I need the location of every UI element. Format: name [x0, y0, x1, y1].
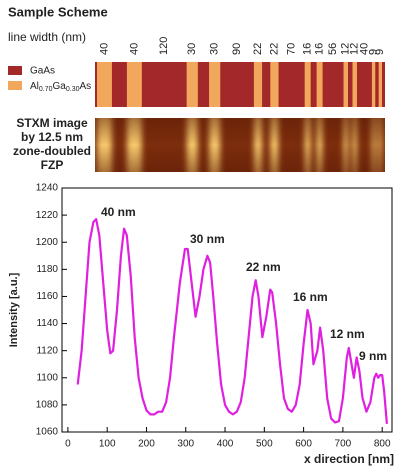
scheme-stripe [254, 62, 262, 107]
scheme-stripe [97, 62, 112, 107]
line-width-value: 16 [302, 43, 314, 55]
figure: Sample Scheme line width (nm) 40 40 120 30 3… [0, 0, 396, 468]
scheme-stripe [270, 62, 278, 107]
caption-line: zone-doubled [13, 144, 91, 158]
caption-line: by 12.5 nm [21, 130, 83, 144]
scheme-stripe [127, 62, 142, 107]
annotation: 16 nm [293, 290, 328, 304]
x-tick-label: 500 [256, 439, 273, 450]
line-width-value: 9 [374, 49, 386, 55]
line-width-value: 120 [158, 37, 170, 55]
y-tick-label: 1120 [36, 345, 58, 356]
line-width-label: line width (nm) [8, 30, 86, 44]
x-axis-label: x direction [nm] [304, 452, 394, 466]
scheme-stripe [317, 62, 323, 107]
legend-label: GaAs [30, 66, 55, 77]
y-tick-label: 1200 [36, 237, 59, 248]
legend-swatch [8, 81, 22, 90]
x-tick-label: 600 [295, 439, 312, 450]
line-width-value: 90 [231, 43, 243, 55]
chart: 1060 1080 1100 1120 1140 1160 1180 1200 1220 1240… [8, 183, 394, 467]
scheme-stripe [305, 62, 311, 107]
legend-label-part: Al [30, 81, 39, 92]
y-tick-label: 1140 [36, 318, 58, 329]
image-caption: STXM image by 12.5 nm zone-doubled FZP [13, 116, 91, 172]
x-tick-label: 0 [65, 439, 71, 450]
x-tick-label: 300 [177, 439, 194, 450]
annotation: 40 nm [101, 205, 136, 219]
y-tick-label: 1080 [36, 400, 59, 411]
scheme-stripe [372, 62, 375, 107]
annotation: 30 nm [190, 232, 225, 246]
scheme-stripe [344, 62, 348, 107]
y-tick-label: 1160 [36, 291, 58, 302]
scheme-stripe [209, 62, 220, 107]
line-width-value: 22 [252, 43, 264, 55]
scheme-stripe [352, 62, 356, 107]
line-width-value: 40 [128, 43, 140, 55]
scheme-title: Sample Scheme [8, 4, 108, 19]
line-width-value: 70 [286, 43, 298, 55]
y-tick-label: 1060 [36, 427, 59, 438]
y-axis-label: Intensity [a.u.] [8, 272, 20, 347]
image-shade [95, 118, 385, 172]
x-tick-label: 200 [138, 439, 155, 450]
scheme-stripe [187, 62, 198, 107]
scheme-stripe [379, 62, 382, 107]
annotation: 9 nm [359, 349, 387, 363]
legend-label-part: Ga [53, 81, 67, 92]
legend-label-part: 0.30 [66, 86, 80, 93]
x-tick-label: 100 [99, 439, 116, 450]
legend-label: Al0.70Ga0.30As [30, 81, 91, 94]
line-width-value: 56 [327, 43, 339, 55]
y-tick-label: 1180 [36, 264, 58, 275]
line-width-value: 40 [98, 43, 110, 55]
x-tick-label: 800 [374, 439, 391, 450]
y-tick-label: 1100 [36, 372, 58, 383]
caption-line: STXM image [16, 116, 88, 130]
y-tick-label: 1220 [36, 210, 59, 221]
data-line [78, 219, 387, 424]
annotation: 22 nm [246, 260, 281, 274]
line-width-value: 16 [314, 43, 326, 55]
y-tick-label: 1240 [36, 183, 59, 194]
line-width-value: 30 [186, 43, 198, 55]
x-tick-label: 700 [335, 439, 352, 450]
legend-label-part: 0.70 [39, 86, 53, 93]
legend-label-part: As [80, 81, 92, 92]
stxm-image [95, 112, 385, 178]
line-width-value: 30 [209, 43, 221, 55]
annotation: 12 nm [330, 327, 365, 341]
caption-line: FZP [41, 158, 64, 172]
legend-swatch [8, 66, 22, 75]
x-tick-label: 400 [217, 439, 234, 450]
line-width-value: 22 [268, 43, 280, 55]
